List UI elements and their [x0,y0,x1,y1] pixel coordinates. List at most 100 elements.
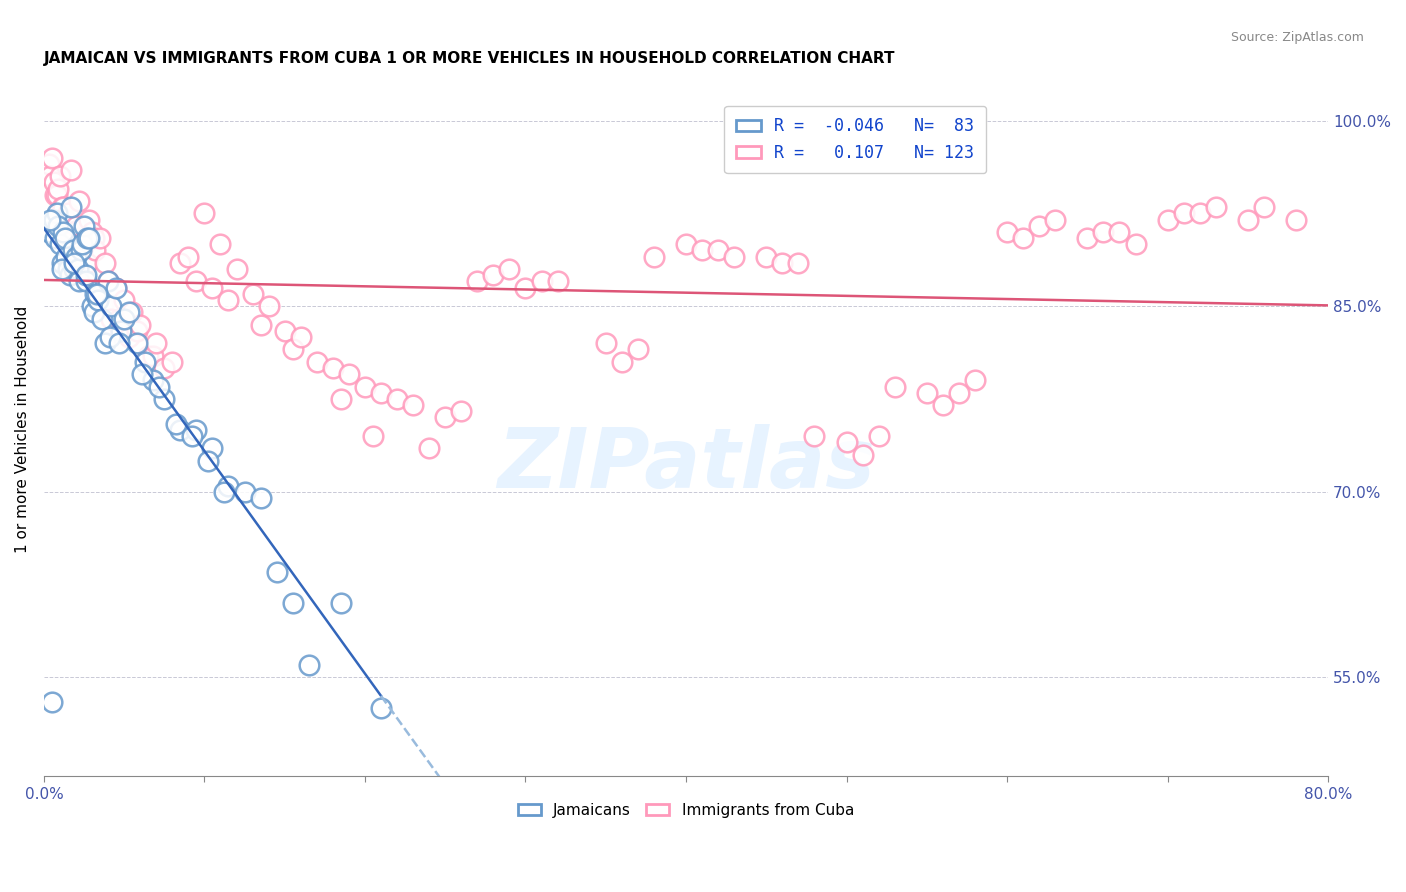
Legend: Jamaicans, Immigrants from Cuba: Jamaicans, Immigrants from Cuba [512,797,860,824]
Point [77,231,100,245]
Point [41,151,63,165]
Point [69,244,91,258]
Point [218,293,240,307]
Point [242,286,264,301]
Point [354,379,377,393]
Point [266,565,288,579]
Text: Source: ZipAtlas.com: Source: ZipAtlas.com [1230,31,1364,45]
Point [770,256,793,270]
Point [153,392,176,406]
Point [361,429,384,443]
Point [142,373,165,387]
Point [169,423,191,437]
Point [56,206,79,220]
Point [610,355,633,369]
Point [105,280,128,294]
Point [402,398,425,412]
Point [1237,212,1260,227]
Point [136,349,159,363]
Point [46,181,69,195]
Point [86,286,108,301]
Point [675,237,697,252]
Point [66,262,89,277]
Point [39,169,62,184]
Point [52,225,75,239]
Point [38,225,60,239]
Point [1028,219,1050,233]
Point [1253,200,1275,214]
Point [329,596,352,610]
Point [110,324,132,338]
Point [1285,212,1308,227]
Point [1205,200,1227,214]
Point [643,250,665,264]
Point [165,417,187,431]
Point [75,274,97,288]
Point [75,256,97,270]
Point [125,324,148,338]
Point [83,231,105,245]
Point [46,219,69,233]
Point [58,225,80,239]
Point [385,392,408,406]
Point [129,318,152,332]
Point [547,274,569,288]
Point [209,237,232,252]
Point [90,311,112,326]
Point [249,491,271,505]
Point [42,212,65,227]
Point [110,324,132,338]
Point [45,206,67,220]
Point [233,484,256,499]
Point [186,274,208,288]
Point [963,373,986,387]
Point [193,206,215,220]
Point [76,256,98,270]
Point [55,212,77,227]
Point [87,286,110,301]
Point [162,355,184,369]
Point [201,442,224,456]
Point [44,187,66,202]
Point [100,299,122,313]
Point [1076,231,1098,245]
Point [75,268,97,283]
Point [108,336,131,351]
Point [201,280,224,294]
Point [38,157,60,171]
Point [52,200,75,214]
Point [84,244,107,258]
Point [177,250,200,264]
Point [100,311,122,326]
Point [49,237,72,252]
Point [60,200,83,214]
Point [51,262,73,277]
Point [80,299,103,313]
Point [883,379,905,393]
Point [112,311,135,326]
Point [44,231,66,245]
Point [1156,212,1178,227]
Point [84,286,107,301]
Point [948,385,970,400]
Point [53,231,76,245]
Point [76,231,98,245]
Point [690,244,713,258]
Point [1173,206,1195,220]
Point [281,596,304,610]
Point [87,293,110,307]
Point [39,212,62,227]
Point [94,256,117,270]
Point [51,200,73,214]
Point [94,336,117,351]
Point [125,336,148,351]
Point [112,293,135,307]
Point [108,311,131,326]
Point [42,176,65,190]
Point [121,305,143,319]
Point [80,225,103,239]
Point [322,361,344,376]
Point [530,274,553,288]
Point [67,194,90,208]
Point [273,324,295,338]
